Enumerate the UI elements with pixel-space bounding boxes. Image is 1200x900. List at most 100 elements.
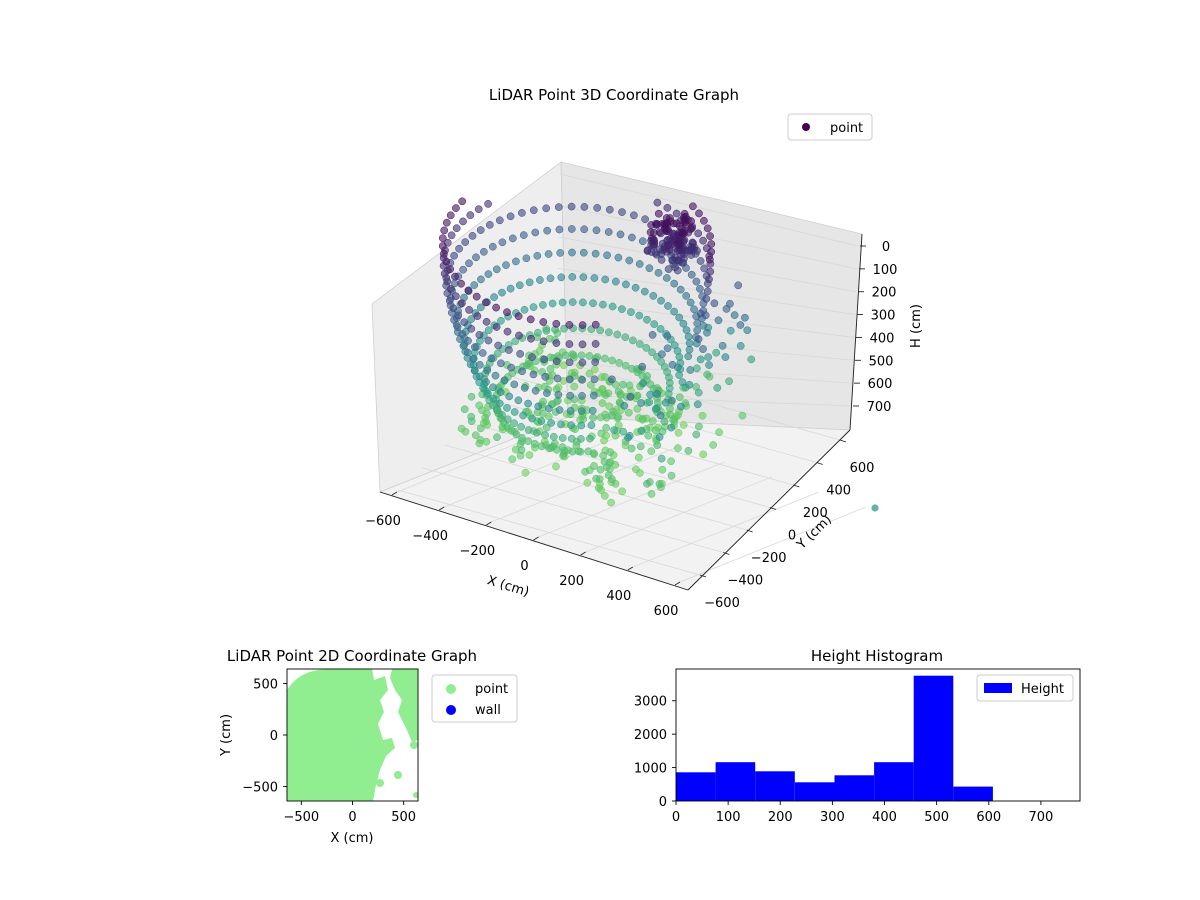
lidar-point — [635, 311, 644, 320]
lidar-point — [657, 454, 666, 463]
lidar-point — [670, 279, 679, 288]
lidar-point — [694, 229, 703, 238]
point-2d — [410, 741, 418, 749]
lidar-point — [693, 326, 702, 335]
x-tick-label-histogram: 500 — [924, 810, 949, 825]
lidar-point — [568, 298, 577, 306]
lidar-point — [438, 234, 447, 243]
lidar-point — [686, 366, 695, 374]
histogram-bar — [874, 762, 914, 801]
lidar-point — [466, 211, 475, 219]
lidar-point — [544, 250, 553, 258]
lidar-point — [502, 261, 510, 269]
lidar-point — [647, 490, 656, 498]
lidar-point — [611, 277, 620, 286]
lidar-point — [637, 426, 646, 435]
lidar-point — [675, 393, 684, 402]
lidar-point — [684, 352, 693, 361]
lidar-point — [646, 390, 655, 399]
y-axis-label-2d: Y (cm) — [219, 714, 234, 757]
lidar-point — [598, 399, 607, 407]
lidar-point — [638, 362, 647, 371]
lidar-point — [601, 354, 609, 363]
lidar-point — [662, 274, 671, 282]
lidar-point — [493, 406, 501, 415]
lidar-point — [585, 369, 594, 378]
lidar-point — [567, 202, 576, 211]
lidar-point — [721, 353, 730, 361]
lidar-point — [640, 287, 649, 296]
lidar-point — [529, 206, 538, 215]
lidar-point — [669, 219, 678, 228]
lidar-point — [672, 209, 681, 218]
lidar-point — [578, 358, 587, 367]
lidar-point — [725, 377, 733, 386]
lidar-point — [516, 350, 524, 358]
lidar-point — [447, 285, 455, 293]
lidar-point — [440, 250, 448, 258]
lidar-point — [703, 370, 712, 379]
lidar-point — [605, 205, 614, 214]
y-tick-label-3d: 400 — [826, 484, 851, 499]
lidar-point — [581, 467, 590, 476]
lidar-point — [549, 442, 557, 451]
lidar-point — [472, 253, 480, 262]
lidar-point — [614, 387, 623, 396]
z-tick-label-3d: 100 — [873, 263, 898, 278]
lidar-point — [566, 407, 575, 415]
lidar-point — [645, 264, 654, 273]
grid-line — [679, 506, 867, 583]
chart-3d-title: LiDAR Point 3D Coordinate Graph — [489, 86, 739, 104]
y-tick-label-histogram: 0 — [659, 795, 667, 810]
grid-line — [538, 461, 725, 538]
lidar-point — [460, 318, 469, 327]
lidar-point — [484, 326, 493, 335]
lidar-point — [625, 256, 634, 265]
grid-line — [396, 416, 584, 493]
lidar-point — [578, 321, 587, 329]
lidar-point — [565, 375, 574, 384]
lidar-point — [567, 225, 576, 233]
lidar-point — [488, 242, 497, 251]
legend-2d-label-wall: wall — [475, 703, 501, 718]
lidar-point — [600, 491, 609, 500]
lidar-point — [505, 392, 514, 401]
lidar-point — [696, 284, 704, 293]
lidar-point — [492, 265, 501, 274]
lidar-point — [718, 341, 727, 350]
lidar-point — [469, 354, 478, 363]
lidar-point — [638, 237, 647, 246]
lidar-point — [524, 399, 532, 408]
legend-3d-marker — [802, 123, 810, 131]
lidar-point — [482, 317, 491, 326]
y-tick-mark-3d — [723, 552, 730, 555]
x-tick-label-2d: −500 — [283, 810, 319, 825]
y-tick-mark-3d — [699, 574, 707, 578]
x-tick-label-3d: 0 — [520, 559, 528, 574]
lidar-point — [704, 353, 713, 361]
lidar-point — [650, 237, 659, 246]
lidar-point — [698, 411, 707, 420]
lidar-point — [689, 239, 697, 248]
lidar-point — [503, 415, 512, 424]
lidar-point — [621, 361, 630, 370]
x-tick-mark-3d — [533, 536, 539, 541]
lidar-point — [656, 325, 665, 333]
legend-histogram: Height — [976, 674, 1074, 702]
histogram-bar — [913, 675, 954, 801]
lidar-point — [636, 340, 644, 348]
legend-3d: point — [787, 113, 873, 141]
lidar-point — [601, 391, 610, 399]
lidar-point — [645, 398, 654, 407]
lidar-point — [734, 281, 743, 290]
lidar-point — [712, 348, 721, 357]
lidar-point — [650, 320, 659, 328]
y-tick-label-3d: 600 — [850, 461, 875, 476]
lidar-point — [694, 388, 703, 397]
lidar-point — [674, 444, 682, 452]
lidar-point — [657, 357, 666, 366]
lidar-point — [547, 419, 555, 427]
lidar-point — [589, 449, 598, 458]
lidar-point — [607, 498, 615, 507]
legend-2d-marker-wall — [446, 705, 456, 715]
